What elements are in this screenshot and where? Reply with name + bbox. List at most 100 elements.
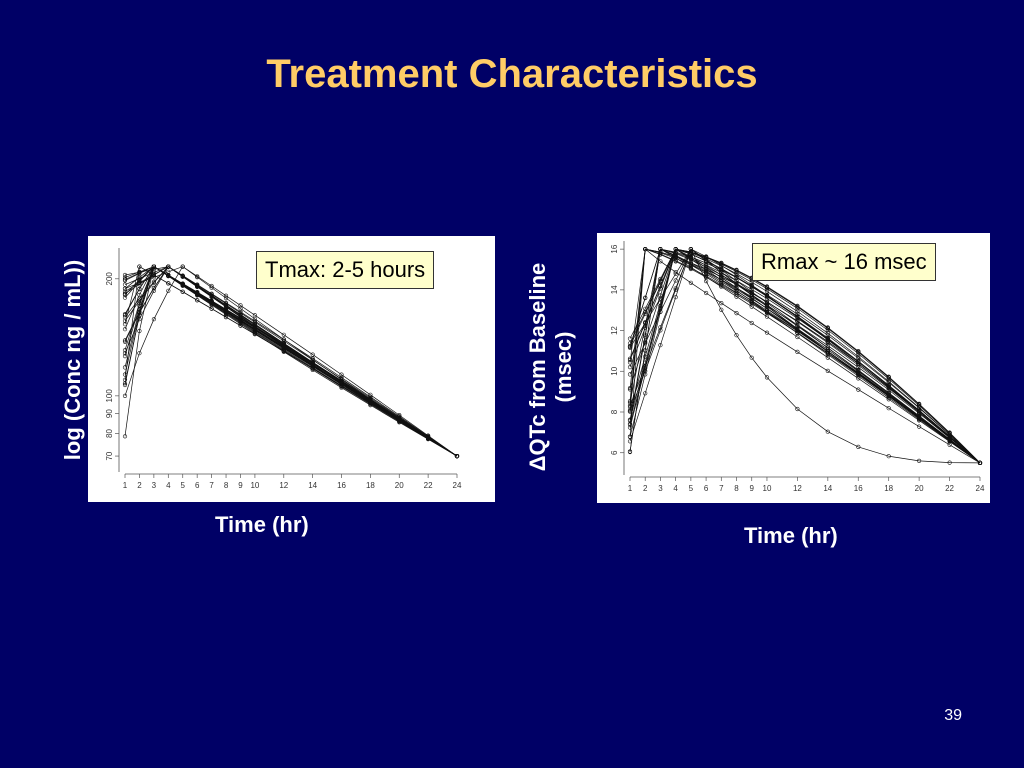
data-point <box>856 371 861 376</box>
data-point <box>627 356 633 361</box>
page-number: 39 <box>944 707 962 724</box>
data-point <box>749 304 754 309</box>
data-point <box>917 458 922 463</box>
series-line <box>124 266 458 457</box>
rmax-annotation: Rmax ~ 16 msec <box>752 243 936 281</box>
series-line <box>124 266 458 457</box>
subject-series <box>122 264 460 459</box>
data-point <box>180 264 185 269</box>
subject-series <box>122 264 460 459</box>
subject-series <box>122 264 460 459</box>
data-point <box>947 460 952 465</box>
tmax-annotation: Tmax: 2-5 hours <box>256 251 435 289</box>
data-point <box>238 303 243 308</box>
x-tick-label: 3 <box>152 481 157 490</box>
data-point <box>643 391 648 396</box>
series-line <box>629 248 981 464</box>
data-point <box>658 328 663 333</box>
subject-series <box>122 264 460 459</box>
data-point <box>719 274 724 279</box>
data-point <box>643 360 648 365</box>
y-tick-label: 100 <box>105 389 114 403</box>
data-point <box>281 341 286 346</box>
x-tick-label: 10 <box>763 484 772 493</box>
data-point <box>195 283 200 288</box>
series-line <box>124 266 458 457</box>
y-tick-label: 8 <box>610 409 619 414</box>
subject-series <box>122 264 460 459</box>
x-tick-label: 5 <box>181 481 186 490</box>
series-line <box>124 266 458 457</box>
data-point <box>795 406 800 412</box>
data-point <box>977 460 983 465</box>
series-line <box>124 266 458 457</box>
subject-series <box>627 247 983 465</box>
data-point <box>166 281 171 286</box>
data-point <box>209 300 214 305</box>
dqtc-y-axis-title-line1: ΔQTc from Baseline <box>525 262 550 472</box>
data-point <box>886 394 891 399</box>
data-point <box>310 360 315 365</box>
subject-series <box>122 264 460 459</box>
x-tick-label: 22 <box>945 484 954 493</box>
series-line <box>124 266 458 457</box>
data-point <box>252 332 257 337</box>
data-point <box>627 449 633 455</box>
data-point <box>795 309 800 314</box>
data-point <box>627 344 633 349</box>
subject-series <box>122 264 460 459</box>
data-point <box>719 270 724 275</box>
x-tick-label: 8 <box>224 481 229 490</box>
data-point <box>223 295 229 301</box>
data-point <box>734 285 739 290</box>
data-point <box>137 264 142 269</box>
series-line <box>124 266 458 457</box>
data-point <box>703 258 709 264</box>
data-point <box>137 270 142 276</box>
subject-series <box>122 264 460 459</box>
data-point <box>643 339 648 344</box>
x-tick-label: 6 <box>704 484 709 493</box>
data-point <box>764 375 770 380</box>
data-point <box>917 409 922 414</box>
data-point <box>947 442 952 447</box>
data-point <box>719 282 724 287</box>
subject-series <box>122 264 460 459</box>
series-line <box>629 248 981 464</box>
data-point <box>856 444 861 449</box>
data-point <box>673 247 678 252</box>
series-line <box>629 248 981 464</box>
data-point <box>151 270 156 275</box>
data-point <box>825 333 830 338</box>
data-point <box>764 330 770 335</box>
x-tick-label: 9 <box>238 481 243 490</box>
x-tick-label: 20 <box>395 481 404 490</box>
series-line <box>629 248 981 464</box>
data-point <box>643 320 648 325</box>
subject-series <box>627 247 983 465</box>
x-tick-label: 24 <box>453 481 462 490</box>
series-line <box>629 248 981 464</box>
data-point <box>122 282 128 287</box>
series-line <box>629 248 981 464</box>
data-point <box>122 382 128 388</box>
series-line <box>629 248 981 464</box>
series-line <box>629 248 981 464</box>
data-point <box>643 295 648 301</box>
data-point <box>673 256 678 261</box>
series-line <box>124 266 458 457</box>
data-point <box>734 333 739 338</box>
data-point <box>368 397 373 402</box>
x-tick-label: 24 <box>976 484 985 493</box>
concentration-plot: 1 2 3 4 5 6 7 8 9 10 12 14 16 18 20 22 24 70 80 90 100 200 <box>105 248 462 490</box>
y-tick-label: 12 <box>610 326 619 335</box>
x-tick-label: 6 <box>195 481 200 490</box>
data-point <box>122 315 128 320</box>
x-tick-label: 20 <box>915 484 924 493</box>
data-point <box>734 310 739 316</box>
data-point <box>151 275 156 280</box>
data-point <box>627 403 633 408</box>
series-line <box>629 248 981 464</box>
data-point <box>719 300 724 306</box>
data-point <box>426 435 431 440</box>
